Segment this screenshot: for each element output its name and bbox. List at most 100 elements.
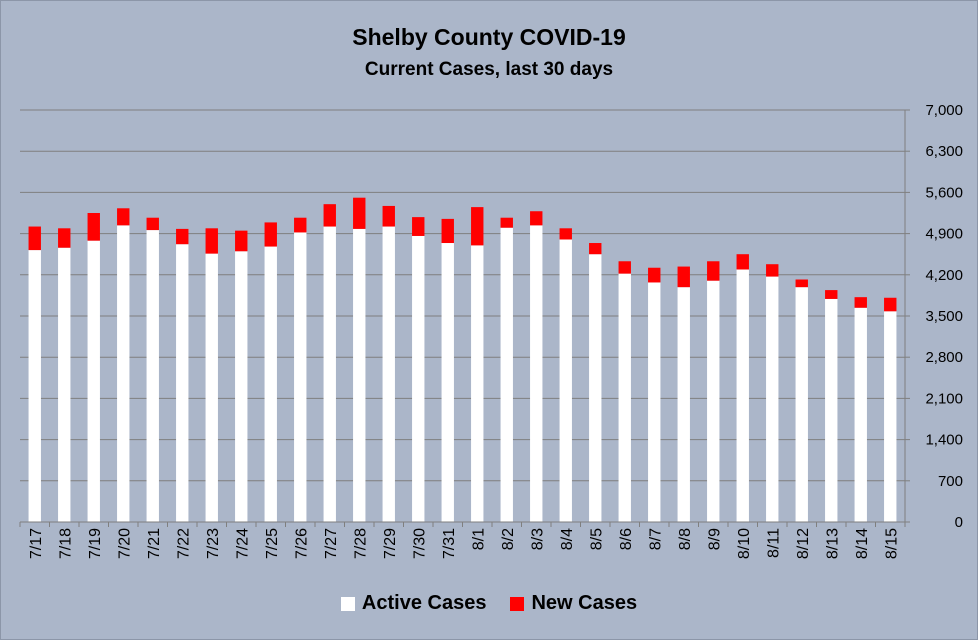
x-tick-label: 8/1	[470, 528, 487, 550]
y-tick-label: 3,500	[925, 308, 963, 325]
bar-new-cases	[412, 217, 425, 236]
bar-new-cases	[28, 226, 41, 251]
x-tick-label: 7/20	[116, 528, 133, 559]
bar-active-cases	[766, 276, 779, 522]
bar-new-cases	[441, 218, 454, 244]
bar-active-cases	[589, 254, 602, 522]
y-tick-label: 700	[938, 473, 963, 490]
bar-active-cases	[677, 287, 690, 522]
bar-active-cases	[235, 251, 248, 522]
bar-new-cases	[382, 205, 395, 227]
x-tick-label: 8/13	[824, 528, 841, 559]
bar-new-cases	[235, 230, 248, 252]
bar-new-cases	[205, 228, 218, 254]
legend-item-new: New Cases	[510, 592, 637, 615]
bar-active-cases	[323, 226, 336, 522]
bar-active-cases	[353, 228, 366, 523]
legend-item-active: Active Cases	[340, 592, 487, 615]
bar-new-cases	[884, 297, 897, 312]
x-tick-label: 7/18	[57, 528, 74, 559]
x-tick-label: 7/23	[205, 528, 222, 559]
bar-new-cases	[176, 228, 189, 245]
bar-active-cases	[382, 226, 395, 522]
y-tick-label: 5,600	[925, 184, 963, 201]
bar-active-cases	[707, 280, 720, 522]
legend-label-new: New Cases	[531, 592, 638, 614]
bar-active-cases	[176, 244, 189, 523]
x-tick-label: 8/12	[795, 528, 812, 559]
y-tick-label: 2,800	[925, 349, 963, 366]
bar-active-cases	[264, 246, 277, 522]
chart-legend: Active Cases New Cases	[0, 592, 978, 615]
x-tick-label: 8/10	[736, 528, 753, 559]
x-tick-label: 8/5	[588, 528, 605, 550]
y-tick-label: 4,900	[925, 226, 963, 243]
legend-label-active: Active Cases	[361, 592, 487, 614]
bar-active-cases	[412, 235, 425, 522]
bar-new-cases	[677, 266, 690, 288]
x-tick-label: 8/11	[765, 528, 782, 558]
x-tick-label: 8/4	[559, 528, 576, 550]
chart-subtitle: Current Cases, last 30 days	[364, 59, 614, 80]
x-tick-label: 7/27	[323, 528, 340, 559]
bar-new-cases	[353, 197, 366, 229]
bar-new-cases	[736, 254, 749, 270]
bar-new-cases	[117, 208, 130, 226]
y-tick-label: 2,100	[925, 390, 963, 407]
x-tick-label: 7/24	[234, 528, 251, 559]
chart-title: Shelby County COVID-19	[352, 24, 626, 50]
bar-new-cases	[854, 297, 867, 308]
bar-active-cases	[471, 245, 484, 522]
bar-new-cases	[766, 264, 779, 277]
x-tick-label: 7/25	[264, 528, 281, 559]
y-tick-label: 0	[955, 514, 963, 531]
bar-new-cases	[264, 222, 277, 247]
bar-new-cases	[648, 267, 661, 283]
x-tick-label: 7/17	[28, 528, 45, 559]
x-tick-label: 8/6	[618, 528, 635, 550]
bar-new-cases	[707, 261, 720, 281]
bar-new-cases	[589, 243, 602, 255]
x-tick-label: 8/9	[706, 528, 723, 550]
bar-new-cases	[471, 207, 484, 246]
bar-active-cases	[117, 225, 130, 523]
bar-new-cases	[294, 217, 307, 233]
bar-active-cases	[28, 250, 41, 522]
x-tick-label: 7/30	[411, 528, 428, 559]
bar-active-cases	[559, 239, 572, 522]
bar-new-cases	[146, 217, 159, 231]
x-tick-label: 7/21	[146, 528, 163, 559]
bar-active-cases	[648, 282, 661, 522]
bar-new-cases	[618, 261, 631, 274]
bar-new-cases	[825, 290, 838, 299]
bar-active-cases	[618, 273, 631, 522]
x-tick-label: 7/19	[87, 528, 104, 559]
bar-active-cases	[736, 269, 749, 522]
bar-active-cases	[884, 311, 897, 522]
x-tick-label: 7/26	[293, 528, 310, 559]
bar-active-cases	[825, 298, 838, 522]
bar-active-cases	[530, 225, 543, 523]
x-tick-label: 8/15	[883, 528, 900, 559]
y-tick-label: 6,300	[925, 143, 963, 160]
x-tick-label: 8/3	[529, 528, 546, 550]
bar-new-cases	[500, 217, 513, 228]
bar-active-cases	[146, 230, 159, 522]
bar-active-cases	[205, 253, 218, 522]
bar-active-cases	[854, 307, 867, 522]
y-tick-label: 4,200	[925, 267, 963, 284]
legend-swatch-new	[510, 596, 525, 611]
bar-active-cases	[87, 240, 100, 523]
x-tick-label: 8/14	[854, 528, 871, 559]
x-tick-label: 7/31	[441, 528, 458, 559]
bar-active-cases	[441, 243, 454, 522]
x-tick-label: 7/28	[352, 528, 369, 559]
bar-active-cases	[795, 287, 808, 522]
bar-active-cases	[294, 232, 307, 522]
x-tick-label: 8/8	[677, 528, 694, 550]
bar-new-cases	[58, 228, 71, 248]
y-tick-label: 1,400	[925, 432, 963, 449]
x-tick-label: 8/7	[647, 528, 664, 550]
